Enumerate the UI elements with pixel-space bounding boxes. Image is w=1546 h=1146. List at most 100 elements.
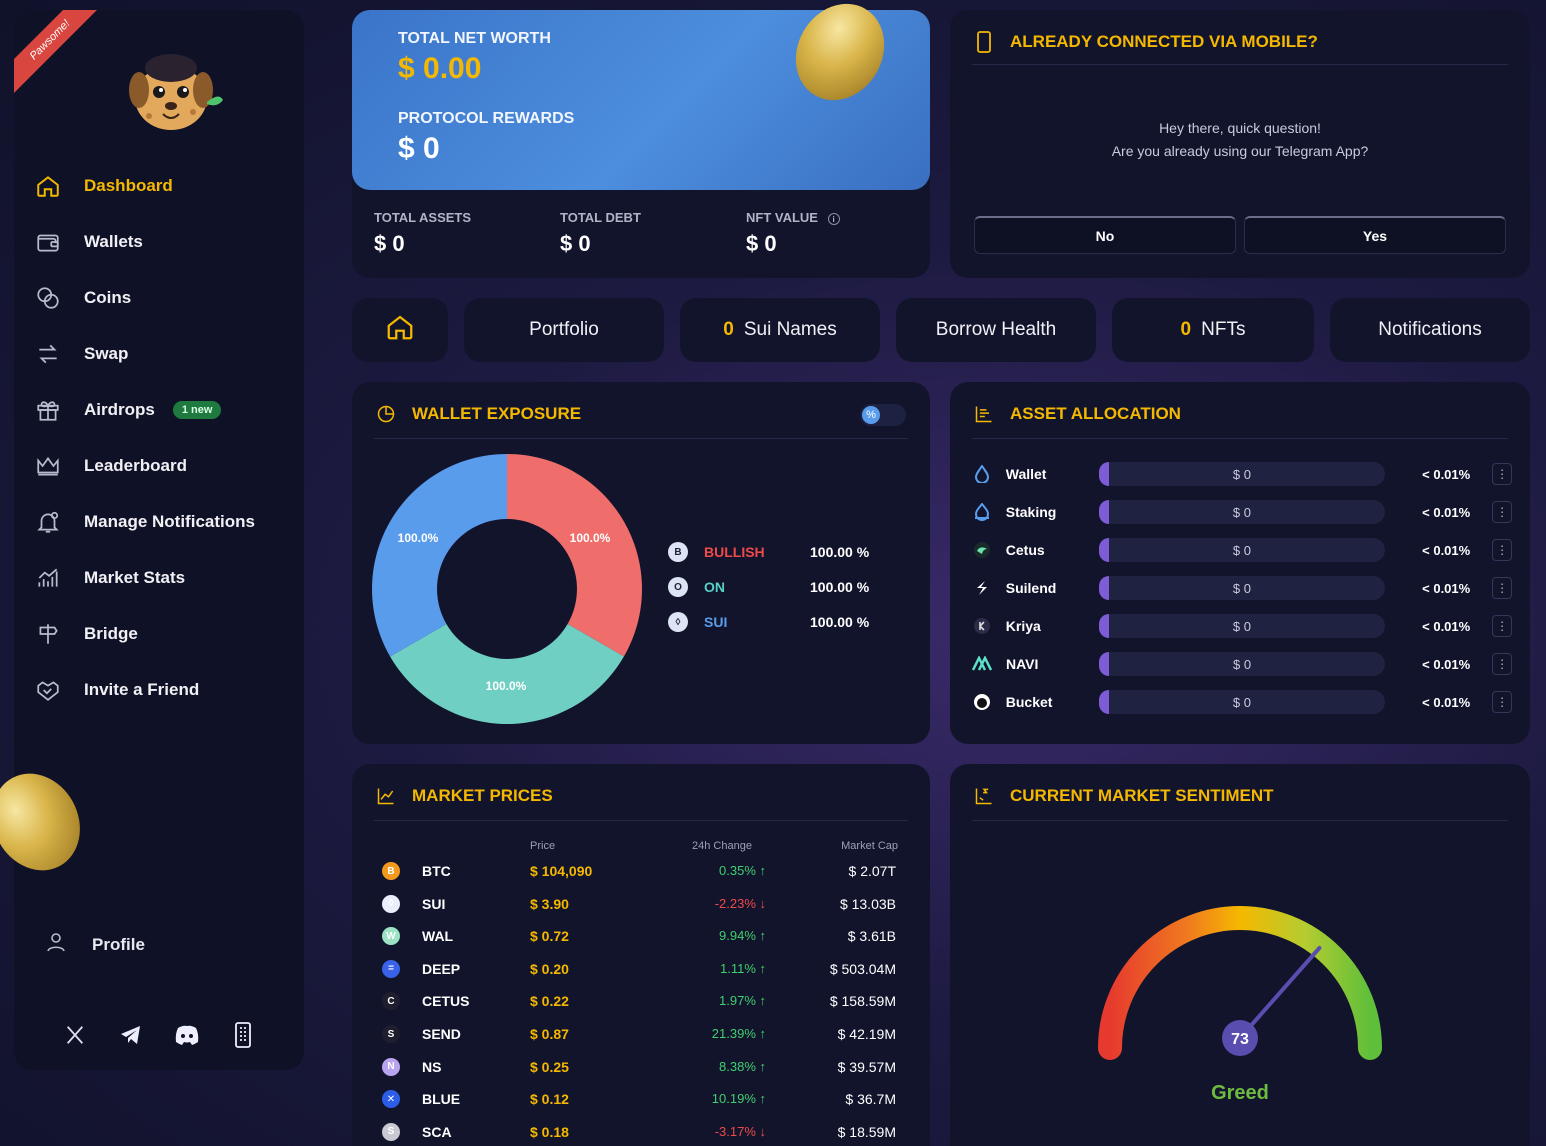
gauge-arc xyxy=(1098,906,1382,1060)
promo-ribbon: Pawsome! xyxy=(14,10,108,98)
dog-mascot-logo[interactable] xyxy=(119,40,229,140)
more-options-icon[interactable]: ⋮ xyxy=(1492,539,1512,561)
btc-token-icon: B xyxy=(382,862,400,880)
more-options-icon[interactable]: ⋮ xyxy=(1492,653,1512,675)
percent-toggle[interactable]: % xyxy=(860,404,906,426)
more-options-icon[interactable]: ⋮ xyxy=(1492,615,1512,637)
allocation-bar: $ 0 xyxy=(1098,538,1386,562)
net-worth-card: TOTAL NET WORTH $ 0.00 PROTOCOL REWARDS … xyxy=(352,0,930,190)
on-token-icon: O xyxy=(668,577,688,597)
phone-icon xyxy=(974,31,994,53)
more-options-icon[interactable]: ⋮ xyxy=(1492,463,1512,485)
market-row-ns[interactable]: N NS $ 0.25 8.38% ↑ $ 39.57M xyxy=(382,1056,902,1080)
card-title: CURRENT MARKET SENTIMENT xyxy=(974,786,1274,806)
sidebar-item-profile[interactable]: Profile xyxy=(44,930,145,959)
token-symbol: SEND xyxy=(422,1026,461,1042)
token-24h-change: 0.35% ↑ xyxy=(719,863,766,878)
total-net-worth-value: $ 0.00 xyxy=(398,52,482,85)
card-title: ALREADY CONNECTED VIA MOBILE? xyxy=(974,31,1318,53)
market-row-blue[interactable]: ✕ BLUE $ 0.12 10.19% ↑ $ 36.7M xyxy=(382,1088,902,1112)
legend-bullish[interactable]: B BULLISH 100.00 % xyxy=(668,542,869,562)
more-options-icon[interactable]: ⋮ xyxy=(1492,577,1512,599)
sidebar-item-dashboard[interactable]: Dashboard xyxy=(14,158,304,214)
token-24h-change: 1.11% ↑ xyxy=(719,960,766,976)
token-24h-change: 1.97% ↑ xyxy=(719,993,766,1009)
more-options-icon[interactable]: ⋮ xyxy=(1492,691,1512,713)
token-symbol: DEEP xyxy=(422,960,461,977)
sidebar-nav: Dashboard Wallets Coins Swap Airdrops xyxy=(14,158,304,718)
sidebar-item-manage-notifications[interactable]: Manage Notifications xyxy=(14,494,304,550)
sidebar-item-label: Market Stats xyxy=(84,568,186,587)
sidebar-item-coins[interactable]: Coins xyxy=(14,270,304,326)
market-row-btc[interactable]: B BTC $ 104,090 0.35% ↑ $ 2.07T xyxy=(382,860,902,884)
exposure-donut-chart: 100.0% 100.0% 100.0% xyxy=(372,454,642,724)
token-price: $ 0.25 xyxy=(530,1058,569,1075)
swap-icon xyxy=(34,340,62,368)
sidebar-item-bridge[interactable]: Bridge xyxy=(14,606,304,662)
more-options-icon[interactable]: ⋮ xyxy=(1492,501,1512,523)
legend-sui[interactable]: ◊ SUI 100.00 % xyxy=(668,612,869,632)
gift-icon xyxy=(34,396,62,424)
tab-portfolio[interactable]: Portfolio xyxy=(464,298,664,362)
total-debt: TOTAL DEBT $ 0 xyxy=(560,210,641,256)
pie-chart-icon xyxy=(376,404,396,424)
total-assets: TOTAL ASSETS $ 0 xyxy=(374,210,472,256)
gauge-value: 73 xyxy=(1231,1031,1249,1048)
tab-notifications[interactable]: Notifications xyxy=(1330,298,1530,362)
token-symbol: CETUS xyxy=(422,993,470,1010)
mobile-question-line2: Are you already using our Telegram App? xyxy=(1111,143,1369,159)
info-icon[interactable]: i xyxy=(827,213,840,225)
discord-icon[interactable] xyxy=(174,1022,200,1048)
asset-allocation-card: ASSET ALLOCATION Wallet $ 0 < 0.01% ⋮ St… xyxy=(950,382,1530,744)
market-row-sui[interactable]: ◊ SUI $ 3.90 -2.23% ↓ $ 13.03B xyxy=(382,893,902,917)
allocation-row-wallet: Wallet $ 0 < 0.01% ⋮ xyxy=(972,461,1512,487)
token-market-cap: $ 158.59M xyxy=(829,993,896,1010)
slice-label-red: 100.0% xyxy=(570,531,611,545)
tab-sui-names[interactable]: 0 Sui Names xyxy=(680,298,880,362)
profile-label: Profile xyxy=(92,934,145,954)
sidebar-item-label: Airdrops xyxy=(84,400,155,419)
card-title: MARKET PRICES xyxy=(376,786,553,806)
market-row-wal[interactable]: W WAL $ 0.72 9.94% ↑ $ 3.61B xyxy=(382,925,902,949)
allocation-row-bucket: Bucket $ 0 < 0.01% ⋮ xyxy=(972,689,1512,715)
sidebar-item-swap[interactable]: Swap xyxy=(14,326,304,382)
sidebar-item-wallets[interactable]: Wallets xyxy=(14,214,304,270)
tab-borrow-health[interactable]: Borrow Health xyxy=(896,298,1096,362)
wallet-icon xyxy=(34,228,62,256)
sui-names-count: 0 xyxy=(723,319,734,340)
deep-token-icon: = xyxy=(382,959,400,978)
yes-button[interactable]: Yes xyxy=(1244,216,1506,254)
market-row-deep[interactable]: = DEEP $ 0.20 1.11% ↑ $ 503.04M xyxy=(382,958,902,982)
wallet-exposure-card: WALLET EXPOSURE % 100.0% 100.0% 100.0% B… xyxy=(352,382,930,744)
market-row-send[interactable]: S SEND $ 0.87 21.39% ↑ $ 42.19M xyxy=(382,1023,902,1047)
sentiment-icon xyxy=(974,786,994,806)
tab-home[interactable] xyxy=(352,298,448,362)
divider xyxy=(972,64,1508,65)
sidebar-item-airdrops[interactable]: Airdrops 1 new xyxy=(14,382,304,438)
sidebar-item-market-stats[interactable]: Market Stats xyxy=(14,550,304,606)
tab-nfts[interactable]: 0 NFTs xyxy=(1112,298,1314,362)
sui-token-icon: ◊ xyxy=(382,894,400,913)
crown-icon xyxy=(34,452,62,480)
x-icon[interactable] xyxy=(62,1022,88,1048)
divider xyxy=(972,438,1508,439)
column-header-price: Price xyxy=(530,840,556,852)
sidebar-item-label: Swap xyxy=(84,344,129,363)
sca-token-icon: S xyxy=(382,1122,400,1141)
token-symbol: BTC xyxy=(422,863,451,879)
sidebar-item-invite-a-friend[interactable]: Invite a Friend xyxy=(14,662,304,718)
home-icon xyxy=(34,172,62,200)
market-row-sca[interactable]: S SCA $ 0.18 -3.17% ↓ $ 18.59M xyxy=(382,1121,902,1145)
allocation-bar: $ 0 xyxy=(1098,576,1386,600)
token-symbol: NS xyxy=(422,1058,442,1075)
telegram-icon[interactable] xyxy=(118,1022,144,1048)
legend-on[interactable]: O ON 100.00 % xyxy=(668,577,869,597)
new-badge: 1 new xyxy=(172,401,222,419)
mobile-icon[interactable] xyxy=(230,1022,256,1048)
protocol-rewards-label: PROTOCOL REWARDS xyxy=(398,110,575,127)
no-button[interactable]: No xyxy=(974,216,1236,254)
cetus-token-icon: C xyxy=(382,992,400,1011)
sidebar-item-leaderboard[interactable]: Leaderboard xyxy=(14,438,304,494)
percent-icon: % xyxy=(862,406,880,424)
market-row-cetus[interactable]: C CETUS $ 0.22 1.97% ↑ $ 158.59M xyxy=(382,990,902,1014)
